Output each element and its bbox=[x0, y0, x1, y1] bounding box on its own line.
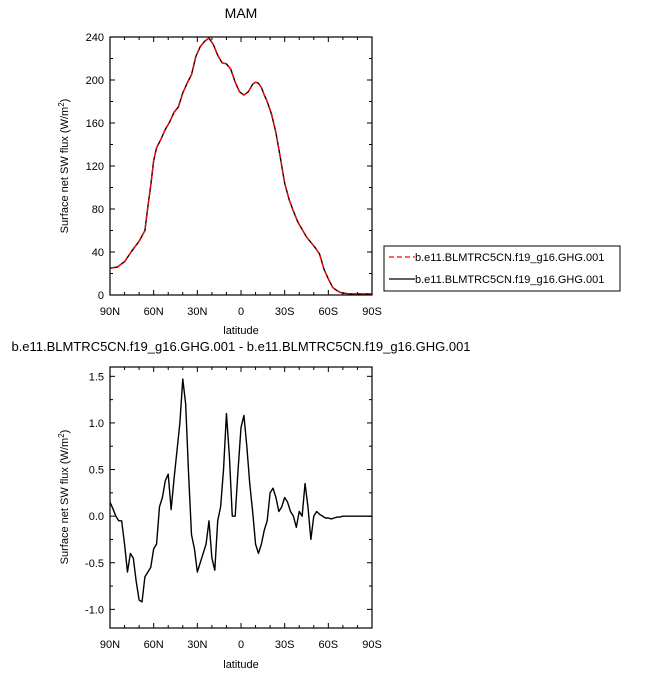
top-y-tick-label: 120 bbox=[86, 161, 104, 173]
bottom-y-tick-label: 0.5 bbox=[89, 465, 104, 477]
bottom-x-tick-label: 60N bbox=[144, 639, 164, 651]
legend-label-0: b.e11.BLMTRC5CN.f19_g16.GHG.001 bbox=[415, 252, 604, 264]
bottom-x-axis-label: latitude bbox=[223, 659, 258, 671]
bottom-series-line-0 bbox=[109, 378, 372, 603]
bottom-x-tick-label: 30N bbox=[187, 639, 207, 651]
bottom-x-tick-label: 60S bbox=[319, 639, 339, 651]
top-x-tick-label: 30N bbox=[187, 306, 207, 318]
top-y-tick-label: 160 bbox=[86, 118, 104, 130]
top-y-tick-label: 200 bbox=[86, 75, 104, 87]
bottom-y-tick-label: 1.0 bbox=[89, 418, 104, 430]
top-x-axis-label: latitude bbox=[223, 325, 258, 337]
top-panel: MAM 90N 60N 30N 0 30S 60S 90S 0 40 80 120 160 200 24… bbox=[57, 5, 621, 337]
bottom-x-tick-label: 90S bbox=[362, 639, 382, 651]
top-x-tick-label: 0 bbox=[238, 306, 244, 318]
top-series-line-1 bbox=[109, 37, 372, 295]
bottom-y-tick-label: 1.5 bbox=[89, 371, 104, 383]
top-x-tick-label: 60S bbox=[319, 306, 339, 318]
top-x-tick-label: 60N bbox=[144, 306, 164, 318]
bottom-y-axis-label: Surface net SW flux (W/m2) bbox=[57, 430, 71, 565]
bottom-x-tick-label: 0 bbox=[238, 639, 244, 651]
bottom-panel: b.e11.BLMTRC5CN.f19_g16.GHG.001 - b.e11.… bbox=[11, 339, 470, 671]
top-chart-title: MAM bbox=[225, 5, 258, 21]
top-y-axis-label: Surface net SW flux (W/m2) bbox=[57, 99, 71, 234]
bottom-x-tick-label: 30S bbox=[275, 639, 295, 651]
bottom-y-tick-label: -1.0 bbox=[85, 604, 104, 616]
bottom-y-tick-label: 0.0 bbox=[89, 511, 104, 523]
bottom-x-tick-label: 90N bbox=[100, 639, 120, 651]
top-x-tick-label: 90S bbox=[362, 306, 382, 318]
top-plot-frame bbox=[109, 36, 373, 296]
top-x-tick-label: 30S bbox=[275, 306, 295, 318]
top-y-tick-label: 0 bbox=[98, 290, 104, 302]
top-y-tick-label: 80 bbox=[92, 204, 104, 216]
bottom-plot-frame bbox=[109, 366, 373, 629]
legend: b.e11.BLMTRC5CN.f19_g16.GHG.001 b.e11.BL… bbox=[383, 245, 621, 292]
bottom-chart-title: b.e11.BLMTRC5CN.f19_g16.GHG.001 - b.e11.… bbox=[11, 339, 470, 354]
legend-label-1: b.e11.BLMTRC5CN.f19_g16.GHG.001 bbox=[415, 274, 604, 286]
top-y-tick-label: 40 bbox=[92, 247, 104, 259]
top-x-tick-label: 90N bbox=[100, 306, 120, 318]
top-series-line-0 bbox=[109, 37, 372, 295]
top-y-tick-label: 240 bbox=[86, 32, 104, 44]
legend-box bbox=[383, 245, 621, 292]
bottom-y-tick-label: -0.5 bbox=[85, 558, 104, 570]
